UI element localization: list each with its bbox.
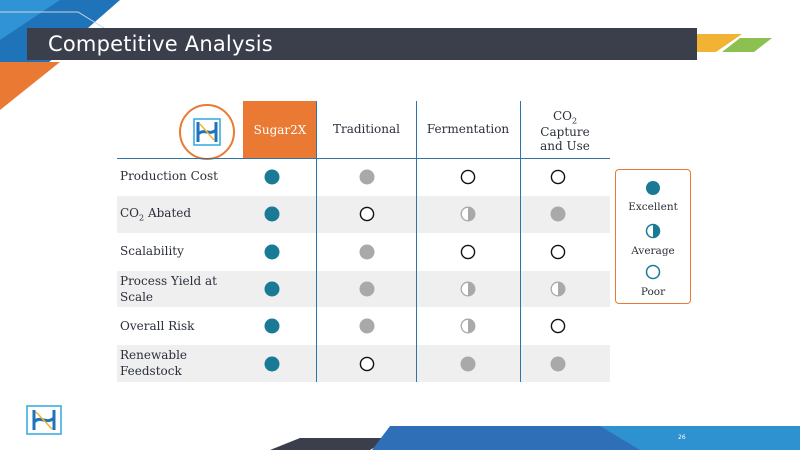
rating-excellent-r2-c1 bbox=[264, 206, 280, 222]
sugar2x-logo-icon bbox=[193, 118, 221, 146]
company-logo-icon bbox=[26, 405, 62, 435]
legend-excellent-label: Excellent bbox=[628, 201, 678, 213]
slide-title: Competitive Analysis bbox=[48, 32, 273, 56]
column-divider-2 bbox=[416, 101, 417, 382]
rating-excellent-r6-c1 bbox=[264, 356, 280, 372]
rating-average-full-r2-c4 bbox=[550, 206, 566, 222]
sugar2x-logo-badge bbox=[179, 104, 235, 160]
rating-excellent-r4-c1 bbox=[264, 281, 280, 297]
rating-average-full-r5-c2 bbox=[359, 318, 375, 334]
rating-average-r2-c3 bbox=[460, 206, 476, 222]
rating-average-full-r3-c2 bbox=[359, 244, 375, 260]
legend-average-label: Average bbox=[631, 245, 675, 257]
rating-poor-r1-c3 bbox=[460, 169, 476, 185]
rating-poor-r3-c3 bbox=[460, 244, 476, 260]
row-label-scalability: Scalability bbox=[120, 244, 184, 258]
rating-excellent-r5-c1 bbox=[264, 318, 280, 334]
column-divider-1 bbox=[316, 101, 317, 382]
page-number: 26 bbox=[678, 434, 686, 441]
row-label-renewable-feedstock: Renewable Feedstock bbox=[120, 348, 188, 378]
rating-poor-r3-c4 bbox=[550, 244, 566, 260]
column-header-fermentation: Fermentation bbox=[426, 121, 510, 136]
legend: Excellent Average Poor bbox=[615, 169, 691, 304]
legend-poor-icon bbox=[645, 264, 661, 280]
rating-excellent-r1-c1 bbox=[264, 169, 280, 185]
header-divider bbox=[117, 158, 610, 159]
row-label-production-cost: Production Cost bbox=[120, 169, 218, 183]
column-header-co2: CO2 Capture and Use bbox=[520, 106, 610, 158]
column-header-traditional: Traditional bbox=[332, 121, 401, 136]
legend-excellent-icon bbox=[646, 181, 660, 195]
column-divider-3 bbox=[520, 101, 521, 382]
row-label-overall-risk: Overall Risk bbox=[120, 319, 195, 333]
title-bar bbox=[27, 28, 697, 60]
rating-average-r5-c3 bbox=[460, 318, 476, 334]
rating-poor-r1-c4 bbox=[550, 169, 566, 185]
rating-average-full-r4-c2 bbox=[359, 281, 375, 297]
row-label-process-yield: Process Yield at Scale bbox=[120, 274, 217, 304]
row-label-co2-abated: CO2 Abated bbox=[120, 206, 192, 223]
co2-header-sub: 2 bbox=[571, 116, 578, 126]
rating-average-full-r6-c4 bbox=[550, 356, 566, 372]
rating-average-full-r6-c3 bbox=[460, 356, 476, 372]
rating-poor-r6-c2 bbox=[359, 356, 375, 372]
column-header-sugar2x: Sugar2X bbox=[243, 101, 317, 158]
rating-average-full-r1-c2 bbox=[359, 169, 375, 185]
rating-poor-r5-c4 bbox=[550, 318, 566, 334]
co2-header-line3: and Use bbox=[540, 138, 590, 153]
co2-header-co: CO bbox=[552, 109, 572, 124]
rating-average-r4-c3 bbox=[460, 281, 476, 297]
legend-poor-label: Poor bbox=[640, 286, 666, 298]
co2-header-line2: Capture bbox=[540, 124, 590, 139]
rating-average-r4-c4 bbox=[550, 281, 566, 297]
rating-excellent-r3-c1 bbox=[264, 244, 280, 260]
rating-poor-r2-c2 bbox=[359, 206, 375, 222]
legend-average-icon bbox=[645, 223, 661, 239]
